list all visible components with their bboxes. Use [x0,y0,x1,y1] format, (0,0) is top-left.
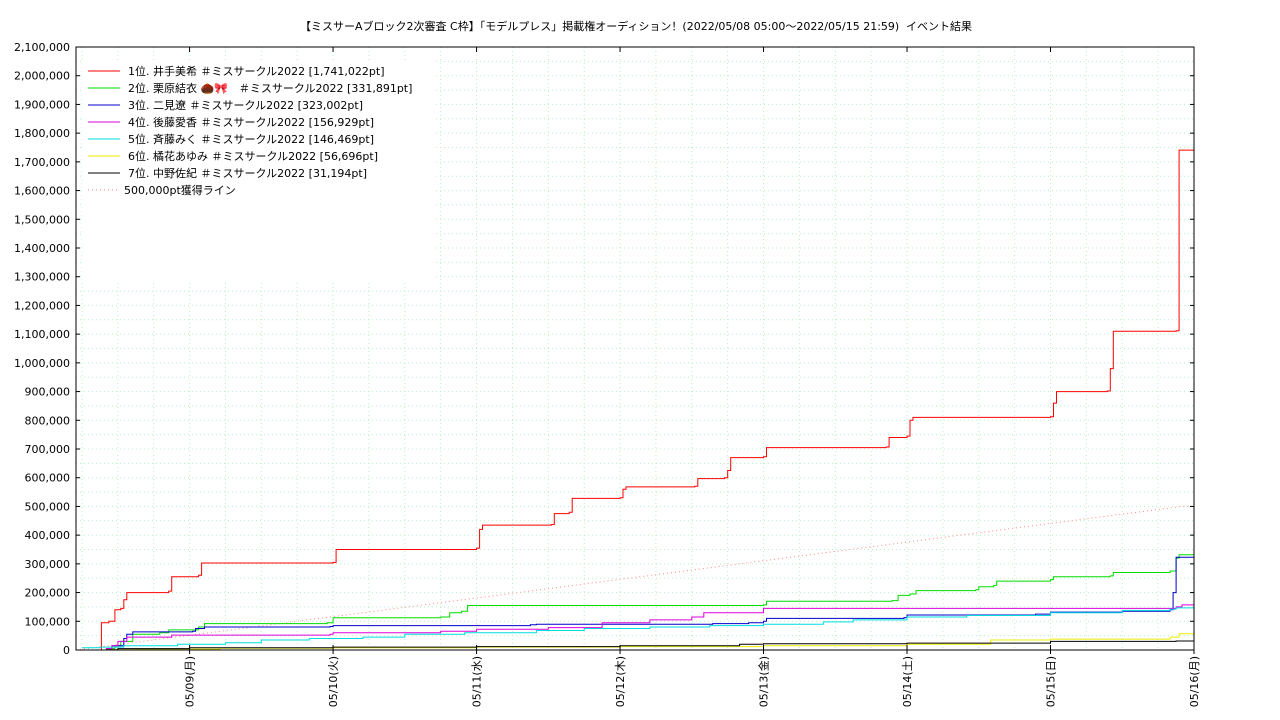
y-tick-label: 1,100,000 [14,328,70,341]
x-tick-label: 05/13(金) [757,656,771,707]
x-tick-label: 05/11(水) [471,656,484,707]
legend-label: 7位. 中野佐紀 ＃ミスサークル2022 [31,194pt] [128,166,367,180]
y-tick-label: 1,700,000 [14,156,70,169]
x-axis: 05/09(月) 05/10(火) 05/11(水) 05/12(木) 05/13(金)… [184,47,1201,707]
x-tick-label: 05/16(月) [1188,656,1201,707]
x-tick-label: 05/09(月) [184,656,197,707]
y-tick-label: 900,000 [25,386,71,399]
x-tick-label: 05/10(火) [327,656,340,707]
plot-frame [75,46,1195,651]
chart-subtitle: イベント結果 [906,19,972,33]
y-tick-label: 1,900,000 [14,98,70,111]
y-tick-label: 0 [63,644,70,657]
y-tick-label: 1,800,000 [14,127,70,140]
legend: 1位. 井手美希 ＃ミスサークル2022 [1,741,022pt] 2位. 栗原… [82,60,434,282]
y-tick-label: 1,200,000 [14,299,70,312]
y-tick-label: 200,000 [25,587,71,600]
x-tick-label: 05/14(土) [901,656,914,707]
y-tick-label: 400,000 [25,529,71,542]
y-tick-label: 1,500,000 [14,213,70,226]
series-line-5 [82,607,1194,649]
y-tick-label: 800,000 [25,414,71,427]
legend-label: 4位. 後藤愛香 ＃ミスサークル2022 [156,929pt] [128,115,374,129]
series-line-4 [105,604,1194,650]
y-tick-label: 600,000 [25,472,71,485]
series-line-1 [99,149,1194,651]
y-axis: 0 100,000 200,000 300,000 400,000 500,000 600,… [14,41,1194,657]
y-tick-label: 100,000 [25,615,71,628]
chart-title: 【ミスサーAブロック2次審査 C枠】「モデルプレス」掲載権オーディション！(20… [300,19,899,33]
legend-box [82,60,434,282]
y-tick-label: 700,000 [25,443,71,456]
legend-label: 1位. 井手美希 ＃ミスサークル2022 [1,741,022pt] [128,64,385,78]
legend-label: 6位. 橘花あゆみ ＃ミスサークル2022 [56,696pt] [128,149,378,163]
y-tick-label: 2,000,000 [14,70,70,83]
y-tick-label: 2,100,000 [14,41,70,54]
legend-label: 2位. 栗原結衣 🌰🎀 ＃ミスサークル2022 [331,891pt] [128,81,412,95]
y-tick-label: 1,400,000 [14,242,70,255]
y-tick-label: 1,600,000 [14,185,70,198]
x-tick-label: 05/12(木) [614,656,627,707]
x-tick-label: 05/15(日) [1045,656,1058,707]
legend-label: 5位. 斉藤みく ＃ミスサークル2022 [146,469pt] [128,132,374,146]
y-tick-label: 500,000 [25,500,71,513]
y-tick-label: 300,000 [25,558,71,571]
series-line-2 [105,554,1194,650]
y-tick-label: 1,300,000 [14,271,70,284]
legend-label: 500,000pt獲得ライン [124,184,236,197]
legend-label: 3位. 二見遼 ＃ミスサークル2022 [323,002pt] [128,98,363,112]
y-tick-label: 1,000,000 [14,357,70,370]
